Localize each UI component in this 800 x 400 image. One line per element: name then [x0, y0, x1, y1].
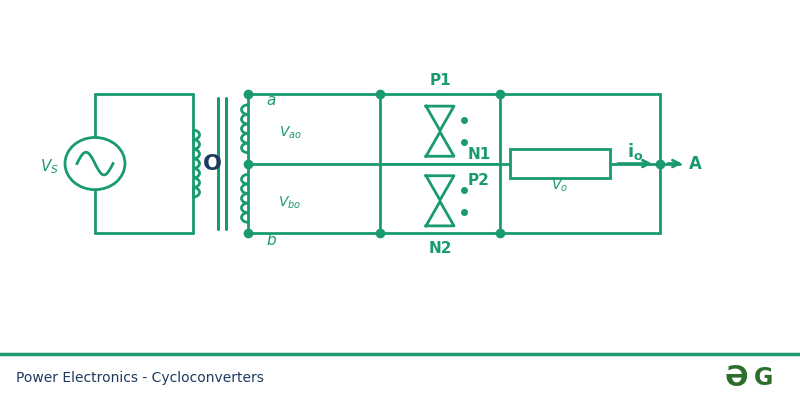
Text: LOAD: LOAD [543, 156, 577, 170]
Text: G: G [754, 366, 774, 390]
Text: $\mathbf{i_o}$: $\mathbf{i_o}$ [626, 141, 643, 162]
Text: O: O [202, 154, 222, 174]
FancyBboxPatch shape [380, 94, 500, 164]
Text: $V_{ao}$: $V_{ao}$ [278, 125, 302, 141]
Text: N1: N1 [468, 147, 491, 162]
FancyBboxPatch shape [510, 149, 610, 178]
Text: Ə: Ə [724, 364, 748, 392]
Text: A: A [689, 154, 702, 172]
FancyBboxPatch shape [380, 164, 500, 233]
Text: $V_{bo}$: $V_{bo}$ [278, 194, 302, 211]
Text: $V_S$: $V_S$ [39, 157, 58, 176]
Text: Power Electronics - Cycloconverters: Power Electronics - Cycloconverters [16, 371, 264, 385]
Text: $V_o$: $V_o$ [551, 178, 569, 194]
Text: P1: P1 [429, 74, 451, 88]
Text: N2: N2 [428, 241, 452, 256]
Text: P2: P2 [468, 174, 490, 188]
Text: b: b [266, 233, 276, 248]
Text: a: a [266, 94, 275, 108]
